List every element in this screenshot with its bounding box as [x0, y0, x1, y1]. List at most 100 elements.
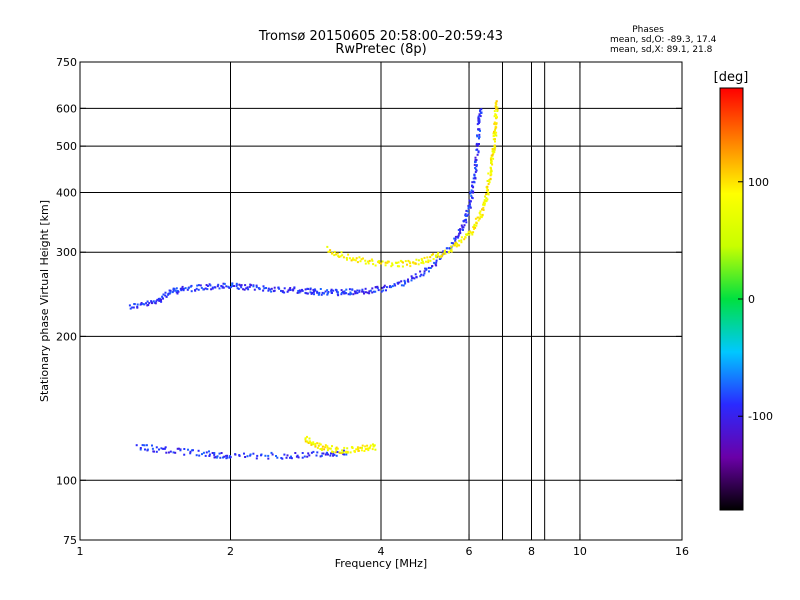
data-point: [339, 255, 342, 258]
data-point: [319, 448, 322, 450]
data-point: [452, 244, 455, 247]
data-point: [164, 294, 167, 297]
data-point: [482, 201, 485, 204]
data-point: [189, 285, 192, 288]
data-point: [372, 443, 374, 446]
data-point: [283, 287, 286, 290]
data-point: [176, 447, 179, 450]
data-point: [308, 437, 311, 440]
data-point: [324, 446, 327, 449]
data-point: [329, 249, 332, 252]
data-point: [368, 290, 371, 293]
data-point: [482, 206, 485, 209]
data-point: [407, 259, 410, 262]
data-point: [247, 288, 250, 291]
data-point: [177, 290, 180, 293]
data-point: [427, 261, 430, 264]
data-point: [490, 161, 492, 164]
data-point: [151, 444, 153, 447]
data-point: [210, 288, 213, 291]
data-point: [470, 189, 473, 192]
data-point: [410, 279, 413, 282]
data-point: [151, 447, 154, 450]
data-point: [495, 107, 497, 110]
data-point: [243, 288, 246, 291]
data-point: [480, 216, 483, 219]
data-point: [391, 263, 394, 266]
data-point: [422, 262, 425, 265]
data-point: [354, 290, 357, 293]
data-point: [476, 135, 479, 138]
colorbar-tick-label: -100: [748, 410, 773, 423]
data-point: [171, 291, 174, 294]
data-point: [487, 191, 490, 194]
data-point: [367, 449, 370, 452]
data-point: [184, 287, 187, 290]
data-point: [214, 456, 217, 459]
data-point: [309, 288, 312, 291]
data-point: [146, 300, 149, 303]
data-point: [243, 452, 245, 455]
data-point: [183, 448, 186, 450]
data-point: [240, 284, 243, 287]
data-point: [398, 281, 401, 284]
data-point: [313, 288, 316, 291]
data-point: [406, 263, 408, 266]
data-point: [478, 137, 480, 140]
data-point: [429, 256, 432, 259]
data-point: [164, 291, 167, 294]
data-point: [493, 151, 496, 153]
data-point: [423, 270, 426, 273]
data-point: [310, 442, 313, 445]
data-point: [335, 454, 338, 457]
data-point: [467, 206, 470, 209]
data-point: [360, 258, 363, 261]
data-point: [330, 291, 333, 294]
data-point: [361, 444, 364, 447]
data-point: [237, 287, 240, 290]
data-point: [490, 156, 493, 159]
data-point: [240, 286, 243, 289]
data-point: [301, 452, 304, 454]
data-point: [478, 113, 481, 116]
data-point: [390, 286, 393, 289]
data-point: [455, 245, 458, 248]
data-point: [415, 258, 418, 261]
data-point: [330, 289, 333, 292]
data-point: [349, 451, 352, 454]
data-point: [454, 239, 457, 242]
data-point: [204, 287, 207, 290]
data-point: [201, 453, 203, 456]
data-point: [423, 256, 426, 259]
y-tick-label: 500: [56, 140, 77, 153]
data-point: [350, 292, 353, 295]
data-point: [293, 287, 296, 290]
data-point: [273, 289, 276, 292]
data-point: [336, 451, 339, 453]
data-point: [140, 302, 143, 304]
data-point: [493, 146, 496, 149]
data-point: [472, 190, 475, 193]
data-point: [262, 289, 265, 292]
data-point: [474, 160, 477, 163]
data-point: [452, 243, 455, 245]
data-point: [335, 449, 338, 452]
data-point: [355, 448, 358, 451]
data-point: [208, 283, 211, 286]
data-point: [145, 444, 148, 447]
data-point: [469, 192, 472, 195]
data-point: [158, 297, 161, 300]
data-point: [477, 128, 480, 131]
data-point: [348, 288, 351, 291]
data-point: [428, 270, 430, 273]
data-point: [474, 168, 477, 171]
data-point: [390, 265, 393, 268]
data-point: [475, 224, 478, 227]
data-point: [318, 291, 321, 294]
data-point: [481, 208, 483, 211]
data-point: [435, 261, 438, 264]
data-point: [402, 284, 405, 287]
data-point: [331, 451, 334, 454]
data-point: [340, 289, 343, 292]
